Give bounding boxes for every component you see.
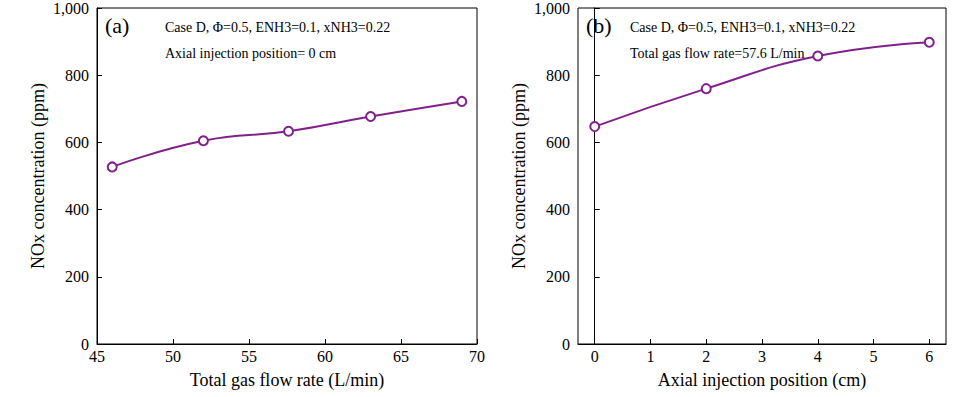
svg-text:Axial injection position (cm): Axial injection position (cm) (658, 370, 866, 391)
svg-text:4: 4 (814, 348, 822, 365)
svg-text:Case D, Φ=0.5, ENH3=0.1, xNH3=: Case D, Φ=0.5, ENH3=0.1, xNH3=0.22 (165, 20, 390, 35)
svg-text:2: 2 (702, 348, 710, 365)
svg-text:45: 45 (89, 348, 105, 365)
svg-text:50: 50 (165, 348, 181, 365)
svg-text:5: 5 (870, 348, 878, 365)
svg-text:0: 0 (81, 336, 89, 353)
svg-text:1: 1 (646, 348, 654, 365)
svg-text:800: 800 (65, 67, 89, 84)
svg-text:55: 55 (241, 348, 257, 365)
svg-text:Total gas flow rate (L/min): Total gas flow rate (L/min) (190, 370, 385, 391)
svg-text:Total gas flow rate=57.6 L/min: Total gas flow rate=57.6 L/min (630, 46, 805, 61)
svg-text:3: 3 (758, 348, 766, 365)
svg-text:1,000: 1,000 (53, 0, 89, 17)
svg-text:400: 400 (65, 201, 89, 218)
svg-text:Axial injection position= 0 cm: Axial injection position= 0 cm (165, 46, 336, 61)
svg-text:400: 400 (546, 201, 570, 218)
svg-text:(b): (b) (586, 13, 612, 38)
svg-text:(a): (a) (105, 13, 129, 38)
svg-text:1,000: 1,000 (534, 0, 570, 17)
svg-text:600: 600 (546, 134, 570, 151)
svg-text:70: 70 (469, 348, 485, 365)
svg-text:NOx concentration (ppm): NOx concentration (ppm) (28, 83, 49, 269)
svg-text:800: 800 (546, 67, 570, 84)
svg-text:0: 0 (562, 336, 570, 353)
svg-text:200: 200 (65, 268, 89, 285)
svg-text:NOx concentration (ppm): NOx concentration (ppm) (509, 83, 530, 269)
svg-text:65: 65 (393, 348, 409, 365)
svg-text:6: 6 (925, 348, 933, 365)
svg-text:600: 600 (65, 134, 89, 151)
svg-text:Case D, Φ=0.5, ENH3=0.1, xNH3=: Case D, Φ=0.5, ENH3=0.1, xNH3=0.22 (630, 20, 855, 35)
svg-text:200: 200 (546, 268, 570, 285)
svg-text:60: 60 (317, 348, 333, 365)
svg-text:0: 0 (591, 348, 599, 365)
